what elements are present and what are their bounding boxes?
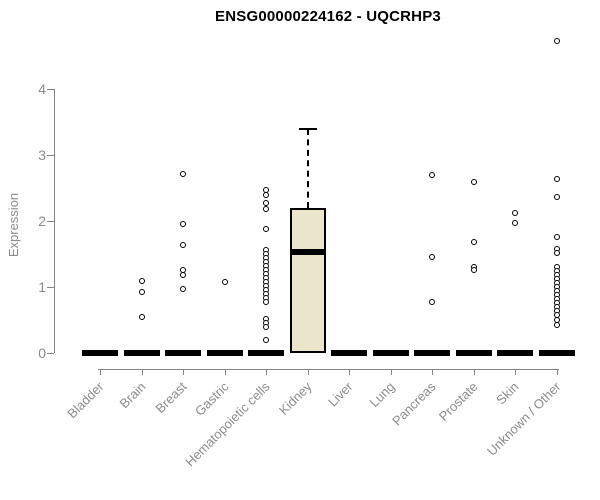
collapsed-box bbox=[497, 350, 533, 356]
y-tick-label: 2 bbox=[38, 213, 46, 229]
y-axis-line bbox=[54, 89, 55, 353]
collapsed-box bbox=[455, 350, 492, 356]
x-tick bbox=[183, 369, 184, 375]
outlier-point bbox=[553, 38, 560, 45]
outlier-point bbox=[180, 272, 186, 279]
collapsed-box bbox=[165, 350, 201, 356]
outlier-point bbox=[180, 241, 186, 248]
x-tick bbox=[349, 369, 350, 375]
outlier-point bbox=[263, 191, 269, 198]
outlier-point bbox=[138, 278, 145, 285]
outlier-point bbox=[263, 206, 269, 213]
y-tick bbox=[47, 155, 54, 156]
chart-title: ENSG00000224162 - UQCRHP3 bbox=[215, 8, 441, 25]
y-tick bbox=[47, 221, 54, 222]
outlier-point bbox=[512, 210, 518, 217]
outlier-point bbox=[470, 179, 477, 186]
x-tick bbox=[473, 369, 475, 375]
y-tick-label: 0 bbox=[38, 345, 46, 361]
x-tick bbox=[307, 369, 309, 375]
outlier-point bbox=[180, 171, 186, 178]
outlier-point bbox=[429, 254, 435, 261]
outlier-point bbox=[470, 239, 477, 246]
y-tick-label: 4 bbox=[38, 81, 46, 97]
y-tick-label: 3 bbox=[38, 147, 46, 163]
outlier-point bbox=[263, 225, 269, 232]
x-tick bbox=[100, 369, 101, 375]
upper-whisker bbox=[306, 128, 309, 208]
x-tick bbox=[224, 369, 226, 375]
collapsed-box bbox=[82, 350, 118, 356]
collapsed-box bbox=[538, 350, 575, 356]
box-body bbox=[289, 207, 326, 353]
upper-whisker-cap bbox=[298, 127, 317, 130]
x-tick bbox=[515, 369, 516, 375]
outlier-point bbox=[470, 266, 477, 273]
y-tick-label: 1 bbox=[38, 279, 46, 295]
x-tick bbox=[432, 369, 433, 375]
outlier-point bbox=[180, 285, 186, 292]
outlier-point bbox=[512, 219, 518, 226]
x-tick bbox=[556, 369, 558, 375]
collapsed-box bbox=[206, 350, 243, 356]
y-tick bbox=[47, 287, 54, 288]
outlier-point bbox=[553, 322, 560, 329]
collapsed-box bbox=[248, 350, 284, 356]
x-tick bbox=[266, 369, 267, 375]
y-tick bbox=[47, 89, 54, 90]
collapsed-box bbox=[331, 350, 367, 356]
collapsed-box bbox=[123, 350, 160, 356]
outlier-point bbox=[553, 175, 560, 182]
collapsed-box bbox=[372, 350, 409, 356]
outlier-point bbox=[180, 221, 186, 228]
outlier-point bbox=[138, 314, 145, 321]
outlier-point bbox=[553, 194, 560, 201]
outlier-point bbox=[429, 298, 435, 305]
outlier-point bbox=[553, 250, 560, 257]
outlier-point bbox=[263, 298, 269, 305]
outlier-point bbox=[263, 336, 269, 343]
outlier-point bbox=[263, 200, 269, 207]
outlier-point bbox=[263, 323, 269, 330]
outlier-point bbox=[553, 233, 560, 240]
median-line bbox=[289, 249, 326, 256]
outlier-point bbox=[221, 279, 228, 286]
outlier-point bbox=[138, 289, 145, 296]
collapsed-box bbox=[414, 350, 450, 356]
x-axis-line bbox=[98, 369, 559, 370]
x-tick bbox=[141, 369, 143, 375]
outlier-point bbox=[429, 171, 435, 178]
y-tick bbox=[47, 353, 54, 354]
x-tick bbox=[390, 369, 392, 375]
